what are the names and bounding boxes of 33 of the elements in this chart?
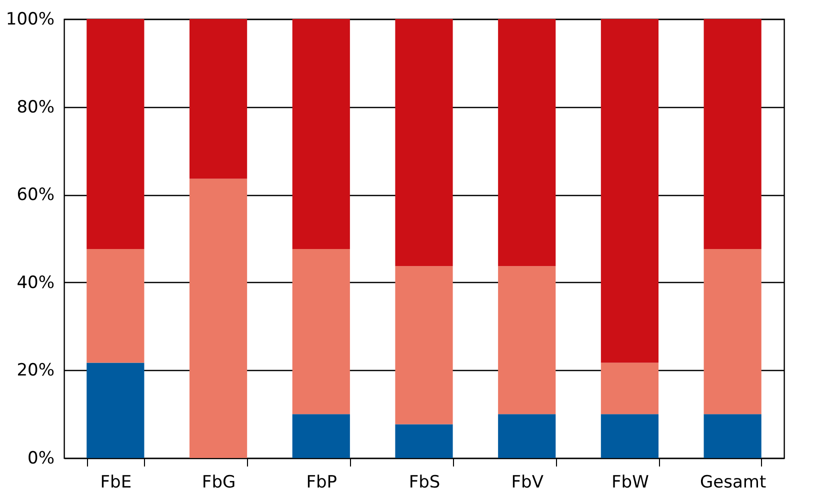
bar xyxy=(498,266,556,414)
y-tick-label: 40% xyxy=(16,272,54,293)
y-tick-label: 20% xyxy=(16,360,54,381)
bar xyxy=(600,414,659,458)
bar xyxy=(704,414,762,458)
bar xyxy=(86,362,144,458)
bar xyxy=(189,178,248,458)
x-tick-label: FbP xyxy=(306,472,338,492)
x-tick-label: FbG xyxy=(202,472,236,492)
bar xyxy=(395,19,453,266)
y-tick-label: 0% xyxy=(28,448,54,468)
x-tick-label: FbE xyxy=(100,472,132,492)
x-tick-label: FbW xyxy=(612,472,650,492)
x-tick-label: FbS xyxy=(408,472,440,492)
bar xyxy=(189,19,248,179)
x-tick-label: FbV xyxy=(511,472,544,492)
bar xyxy=(292,249,350,414)
y-tick-label: 100% xyxy=(6,10,54,30)
bar xyxy=(292,19,350,250)
bar xyxy=(498,19,556,266)
bar xyxy=(86,19,144,250)
bar xyxy=(704,19,762,250)
y-tick-label: 60% xyxy=(16,185,54,206)
x-tick-label: Gesamt xyxy=(700,472,766,492)
bar xyxy=(292,414,350,458)
bar xyxy=(704,249,762,414)
bar xyxy=(395,266,453,424)
y-tick-label: 80% xyxy=(16,97,54,118)
bar xyxy=(600,362,659,414)
bar xyxy=(498,414,556,458)
bar xyxy=(600,19,659,363)
bar xyxy=(395,424,453,458)
bar xyxy=(86,249,144,363)
